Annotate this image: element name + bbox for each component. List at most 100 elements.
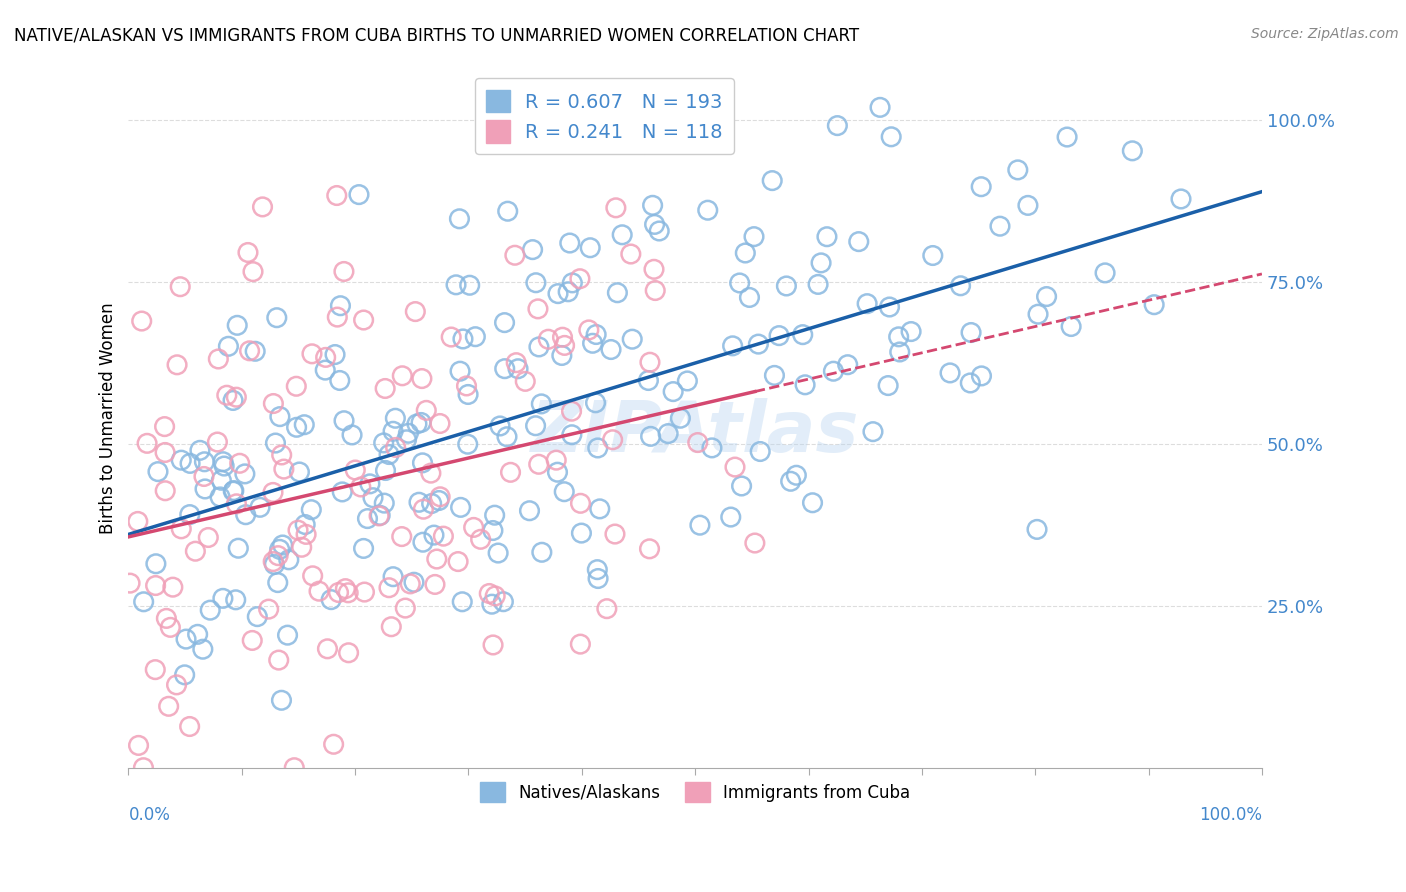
Point <box>463 520 485 534</box>
Point <box>209 473 232 487</box>
Point <box>484 508 506 523</box>
Point <box>120 576 142 591</box>
Point <box>283 761 305 775</box>
Point <box>643 262 665 277</box>
Point <box>322 737 344 751</box>
Point <box>763 368 786 383</box>
Point <box>301 569 323 583</box>
Point <box>959 376 981 390</box>
Point <box>586 441 609 455</box>
Point <box>444 277 467 292</box>
Point <box>169 279 191 293</box>
Point <box>209 490 232 504</box>
Point <box>159 620 181 634</box>
Point <box>420 496 443 510</box>
Point <box>605 201 627 215</box>
Point <box>427 493 450 508</box>
Point <box>561 276 583 290</box>
Point <box>212 591 235 606</box>
Point <box>496 204 519 219</box>
Point <box>321 592 343 607</box>
Point <box>669 411 692 425</box>
Point <box>458 278 481 293</box>
Point <box>728 276 751 290</box>
Point <box>373 496 395 510</box>
Point <box>744 536 766 550</box>
Point <box>194 482 217 496</box>
Point <box>889 345 911 359</box>
Point <box>637 374 659 388</box>
Text: ZIPAtlas: ZIPAtlas <box>531 398 859 467</box>
Point <box>429 490 451 504</box>
Point <box>399 577 422 591</box>
Point <box>724 460 747 475</box>
Point <box>179 508 201 522</box>
Point <box>257 602 280 616</box>
Point <box>273 462 295 476</box>
Point <box>212 458 235 473</box>
Point <box>252 200 274 214</box>
Point <box>337 646 360 660</box>
Point <box>456 379 478 393</box>
Point <box>249 500 271 515</box>
Point <box>316 641 339 656</box>
Point <box>856 296 879 310</box>
Point <box>547 465 569 479</box>
Point <box>449 364 471 378</box>
Point <box>581 336 603 351</box>
Point <box>551 349 574 363</box>
Point <box>262 555 284 569</box>
Point <box>269 409 291 424</box>
Point <box>638 355 661 369</box>
Point <box>315 351 337 365</box>
Point <box>326 310 349 324</box>
Point <box>301 347 323 361</box>
Point <box>689 518 711 533</box>
Point <box>596 601 619 615</box>
Point <box>285 420 308 434</box>
Point <box>179 719 201 733</box>
Point <box>212 455 235 469</box>
Point <box>1026 307 1049 321</box>
Point <box>239 343 262 358</box>
Point <box>524 418 547 433</box>
Point <box>217 339 239 353</box>
Point <box>333 414 356 428</box>
Point <box>761 173 783 187</box>
Point <box>519 504 541 518</box>
Point <box>494 316 516 330</box>
Point <box>706 100 728 114</box>
Point <box>396 426 419 441</box>
Point <box>621 332 644 346</box>
Point <box>768 328 790 343</box>
Point <box>949 278 972 293</box>
Point <box>721 339 744 353</box>
Point <box>482 638 505 652</box>
Point <box>215 388 238 402</box>
Point <box>378 448 401 462</box>
Point <box>337 586 360 600</box>
Point <box>378 581 401 595</box>
Point <box>359 476 381 491</box>
Point <box>603 527 626 541</box>
Point <box>686 435 709 450</box>
Point <box>515 375 537 389</box>
Point <box>153 445 176 459</box>
Point <box>294 517 316 532</box>
Point <box>299 502 322 516</box>
Point <box>484 589 506 603</box>
Point <box>270 448 292 462</box>
Point <box>162 580 184 594</box>
Point <box>179 456 201 470</box>
Point <box>676 374 699 388</box>
Point <box>640 429 662 443</box>
Point <box>1035 289 1057 303</box>
Point <box>478 586 501 600</box>
Point <box>200 603 222 617</box>
Point <box>1143 298 1166 312</box>
Point <box>157 699 180 714</box>
Point <box>222 484 245 499</box>
Point <box>132 761 155 775</box>
Point <box>657 426 679 441</box>
Point <box>561 427 583 442</box>
